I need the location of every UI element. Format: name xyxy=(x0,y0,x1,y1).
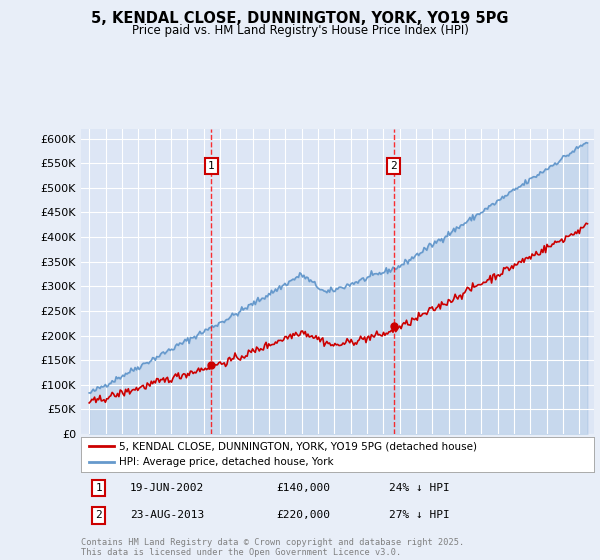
Text: 2: 2 xyxy=(391,161,397,171)
Text: 23-AUG-2013: 23-AUG-2013 xyxy=(130,511,204,520)
Text: £140,000: £140,000 xyxy=(276,483,330,493)
Text: 1: 1 xyxy=(95,483,103,493)
Text: Price paid vs. HM Land Registry's House Price Index (HPI): Price paid vs. HM Land Registry's House … xyxy=(131,24,469,37)
Text: 2: 2 xyxy=(95,511,103,520)
Text: 27% ↓ HPI: 27% ↓ HPI xyxy=(389,511,449,520)
Text: £220,000: £220,000 xyxy=(276,511,330,520)
Text: 1: 1 xyxy=(208,161,215,171)
Text: 5, KENDAL CLOSE, DUNNINGTON, YORK, YO19 5PG: 5, KENDAL CLOSE, DUNNINGTON, YORK, YO19 … xyxy=(91,11,509,26)
Text: 19-JUN-2002: 19-JUN-2002 xyxy=(130,483,204,493)
Text: Contains HM Land Registry data © Crown copyright and database right 2025.
This d: Contains HM Land Registry data © Crown c… xyxy=(81,538,464,557)
Text: 5, KENDAL CLOSE, DUNNINGTON, YORK, YO19 5PG (detached house): 5, KENDAL CLOSE, DUNNINGTON, YORK, YO19 … xyxy=(119,441,478,451)
Text: 24% ↓ HPI: 24% ↓ HPI xyxy=(389,483,449,493)
Text: HPI: Average price, detached house, York: HPI: Average price, detached house, York xyxy=(119,457,334,467)
